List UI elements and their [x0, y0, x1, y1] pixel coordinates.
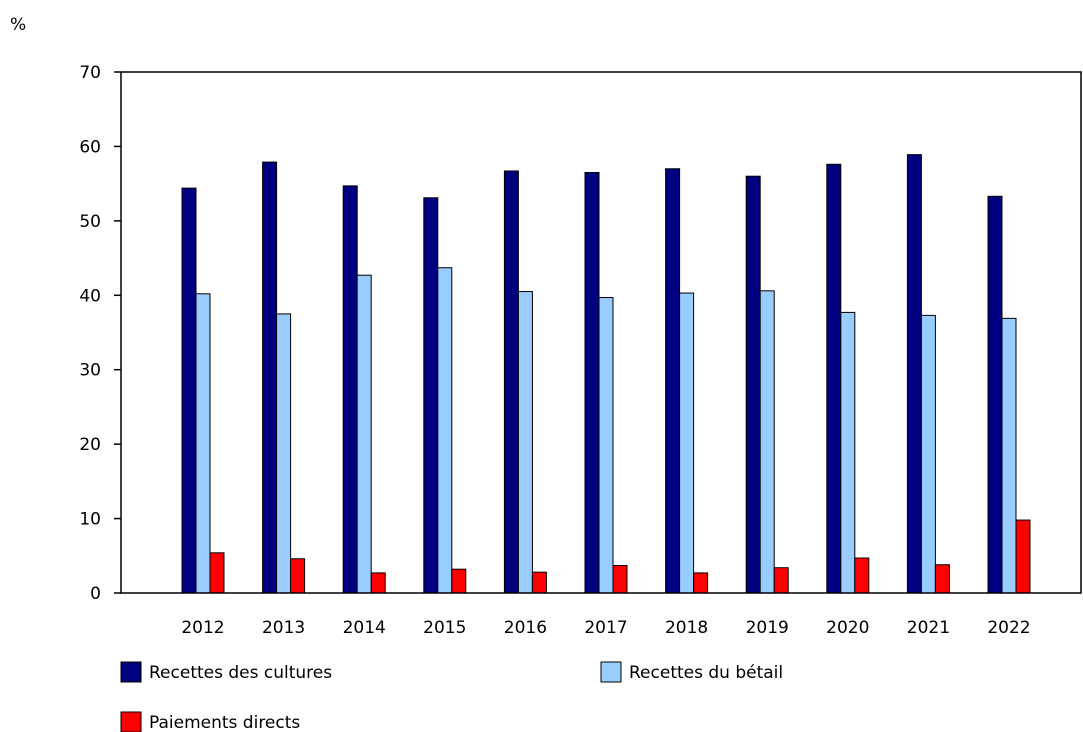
x-tick-label: 2019 — [746, 618, 789, 638]
y-tick-label: 70 — [79, 63, 101, 83]
x-axis-ticks: 2012 2013 2014 2015 2016 2017 2018 2019 2020 2021… — [181, 618, 1030, 638]
bar-recettes-du-b-tail-2013 — [276, 313, 292, 594]
x-tick-label: 2022 — [987, 618, 1030, 638]
bar-recettes-des-cultures-2022 — [987, 195, 1003, 594]
bar-recettes-des-cultures-2016 — [503, 170, 519, 594]
bar-recettes-du-b-tail-2019 — [759, 290, 775, 594]
y-tick-label: 30 — [79, 361, 101, 381]
bar-recettes-du-b-tail-2022 — [1001, 317, 1017, 594]
x-tick-label: 2015 — [423, 618, 466, 638]
y-tick-label: 50 — [79, 212, 101, 232]
legend-label: Recettes du bétail — [629, 663, 783, 683]
bar-recettes-des-cultures-2018 — [665, 168, 681, 594]
x-tick-label: 2016 — [504, 618, 547, 638]
bar-recettes-des-cultures-2015 — [423, 197, 439, 594]
bar-paiements-directs-2018 — [693, 572, 709, 594]
bar-recettes-du-b-tail-2017 — [598, 297, 614, 594]
x-tick-label: 2021 — [907, 618, 950, 638]
plot-frame — [120, 71, 1082, 594]
bar-recettes-du-b-tail-2021 — [920, 314, 936, 594]
bar-paiements-directs-2015 — [451, 568, 467, 594]
bar-paiements-directs-2022 — [1015, 519, 1031, 594]
bar-recettes-du-b-tail-2014 — [356, 274, 372, 594]
legend-label: Recettes des cultures — [149, 663, 332, 683]
bar-paiements-directs-2020 — [854, 557, 870, 594]
bar-recettes-du-b-tail-2015 — [437, 267, 453, 594]
y-tick-label: 0 — [90, 584, 101, 604]
y-axis-unit-label: % — [10, 15, 26, 35]
x-tick-label: 2018 — [665, 618, 708, 638]
bar-recettes-des-cultures-2019 — [745, 175, 761, 594]
bar-recettes-du-b-tail-2016 — [517, 291, 533, 594]
bar-recettes-des-cultures-2014 — [342, 185, 358, 594]
bar-paiements-directs-2013 — [290, 558, 306, 594]
bar-recettes-du-b-tail-2012 — [195, 293, 211, 594]
bar-recettes-du-b-tail-2020 — [840, 311, 856, 594]
bar-recettes-des-cultures-2021 — [906, 154, 922, 594]
bar-paiements-directs-2016 — [531, 571, 547, 594]
legend-swatch — [120, 711, 142, 732]
bar-recettes-des-cultures-2013 — [262, 161, 278, 594]
bar-paiements-directs-2021 — [934, 564, 950, 594]
bar-paiements-directs-2012 — [209, 552, 225, 594]
legend-swatch — [600, 661, 622, 683]
bar-recettes-des-cultures-2020 — [826, 163, 842, 594]
x-tick-label: 2017 — [584, 618, 627, 638]
bar-paiements-directs-2019 — [773, 567, 789, 594]
x-tick-label: 2020 — [826, 618, 869, 638]
bars — [181, 154, 1031, 594]
y-tick-label: 40 — [79, 286, 101, 306]
bar-recettes-du-b-tail-2018 — [679, 292, 695, 594]
legend-swatch — [120, 661, 142, 683]
bar-recettes-des-cultures-2012 — [181, 187, 197, 594]
bar-paiements-directs-2014 — [370, 572, 386, 594]
y-tick-label: 10 — [79, 510, 101, 530]
y-tick-label: 20 — [79, 435, 101, 455]
bar-paiements-directs-2017 — [612, 564, 628, 594]
x-tick-label: 2014 — [343, 618, 386, 638]
y-axis-ticks: 0 10 20 30 40 50 60 70 — [79, 63, 121, 604]
bar-recettes-des-cultures-2017 — [584, 171, 600, 594]
legend-label: Paiements directs — [149, 713, 300, 732]
x-tick-label: 2013 — [262, 618, 305, 638]
legend: Recettes des cultures Recettes du bétail P… — [120, 661, 783, 732]
x-tick-label: 2012 — [181, 618, 224, 638]
y-tick-label: 60 — [79, 137, 101, 157]
